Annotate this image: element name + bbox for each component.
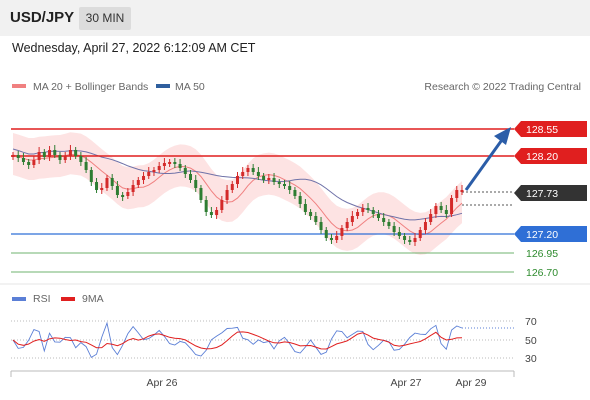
svg-text:127.20: 127.20: [526, 229, 558, 241]
x-label-apr26: Apr 26: [147, 377, 178, 389]
x-label-apr29: Apr 29: [456, 377, 487, 389]
research-credit: Research © 2022 Trading Central: [424, 81, 581, 93]
ma50-legend-swatch: [156, 84, 170, 88]
rsi-tick-30: 30: [525, 353, 537, 365]
svg-text:128.20: 128.20: [526, 151, 558, 163]
level-label-126-70: 126.70: [526, 267, 558, 279]
svg-text:128.55: 128.55: [526, 124, 558, 136]
ma9-legend-label: 9MA: [82, 293, 104, 305]
chart-datetime: Wednesday, April 27, 2022 6:12:09 AM CET: [12, 41, 256, 55]
level-label-127-20: 127.20: [514, 226, 587, 242]
level-label-127-73: 127.73: [514, 185, 587, 201]
bollinger-band: [13, 132, 462, 255]
ma50-legend-label: MA 50: [175, 81, 205, 93]
rsi-legend-label: RSI: [33, 293, 51, 305]
level-label-128-55: 128.55: [514, 121, 587, 137]
x-label-apr27: Apr 27: [391, 377, 422, 389]
candlesticks: [11, 145, 464, 246]
rsi-legend: RSI 9MA: [12, 293, 104, 305]
projection-arrow: [464, 127, 511, 191]
top-toolbar: USD/JPY 30 MIN: [0, 0, 590, 36]
rsi-ma-line: [12, 331, 463, 350]
ma20-legend-label: MA 20 + Bollinger Bands: [33, 81, 148, 93]
chart-legend: MA 20 + Bollinger Bands MA 50 Research ©…: [12, 81, 581, 93]
ma20-legend-swatch: [12, 84, 26, 88]
rsi-tick-70: 70: [525, 316, 537, 328]
level-label-128-20: 128.20: [514, 148, 587, 164]
timeframe-button[interactable]: 30 MIN: [79, 7, 131, 30]
level-label-126-95: 126.95: [526, 248, 558, 260]
symbol-label: USD/JPY: [10, 9, 75, 26]
rsi-tick-50: 50: [525, 335, 537, 347]
svg-text:127.73: 127.73: [526, 188, 558, 200]
